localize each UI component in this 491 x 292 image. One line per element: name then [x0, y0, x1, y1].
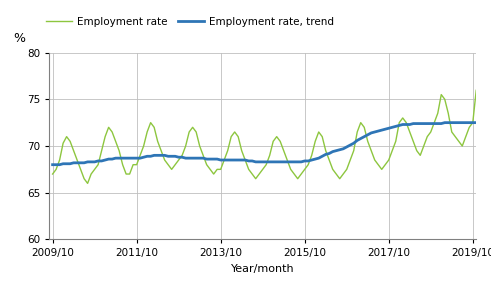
Employment rate: [176, 158, 182, 162]
Employment rate, trend: [284, 160, 290, 164]
Line: Employment rate: Employment rate: [53, 90, 491, 183]
Employment rate: [473, 88, 479, 92]
Employment rate: [50, 172, 55, 176]
Legend: Employment rate, Employment rate, trend: Employment rate, Employment rate, trend: [46, 17, 334, 27]
Employment rate, trend: [172, 154, 178, 158]
Employment rate: [351, 149, 356, 152]
Employment rate, trend: [382, 127, 388, 131]
Employment rate: [288, 168, 294, 171]
Employment rate: [407, 130, 413, 134]
X-axis label: Year/month: Year/month: [231, 264, 295, 274]
Employment rate, trend: [442, 121, 448, 124]
Y-axis label: %: %: [13, 32, 25, 45]
Employment rate: [246, 168, 251, 171]
Line: Employment rate, trend: Employment rate, trend: [53, 123, 491, 165]
Employment rate: [84, 182, 90, 185]
Employment rate, trend: [403, 123, 409, 126]
Employment rate, trend: [242, 158, 248, 162]
Employment rate, trend: [347, 143, 353, 147]
Employment rate: [386, 158, 392, 162]
Employment rate, trend: [50, 163, 55, 166]
